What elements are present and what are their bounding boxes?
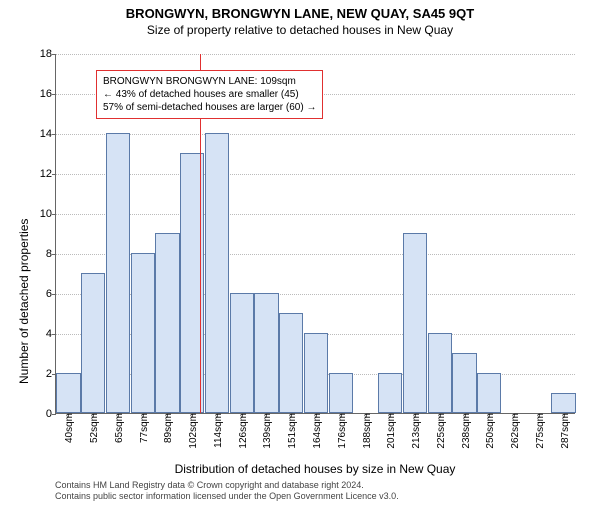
bar: [279, 313, 303, 413]
bar: [477, 373, 501, 413]
y-tick-mark: [52, 174, 56, 175]
chart-area: 02468101214161840sqm52sqm65sqm77sqm89sqm…: [55, 54, 575, 414]
bar: [230, 293, 254, 413]
bar: [428, 333, 452, 413]
plot-region: 02468101214161840sqm52sqm65sqm77sqm89sqm…: [55, 54, 575, 414]
x-tick-label: 287sqm: [560, 413, 571, 449]
grid-line: [56, 134, 575, 135]
x-tick-label: 238sqm: [461, 413, 472, 449]
bar: [56, 373, 80, 413]
y-tick-mark: [52, 334, 56, 335]
y-tick-mark: [52, 54, 56, 55]
y-tick-label: 12: [40, 168, 52, 180]
grid-line: [56, 174, 575, 175]
info-box-line: 57% of semi-detached houses are larger (…: [103, 101, 316, 114]
y-tick-label: 18: [40, 48, 52, 60]
y-tick-label: 14: [40, 128, 52, 140]
x-tick-label: 77sqm: [139, 413, 150, 443]
x-tick-label: 114sqm: [213, 413, 224, 448]
footer-line: Contains HM Land Registry data © Crown c…: [55, 480, 399, 491]
y-tick-mark: [52, 94, 56, 95]
y-axis-label: Number of detached properties: [17, 219, 31, 384]
bar: [378, 373, 402, 413]
x-tick-label: 262sqm: [510, 413, 521, 449]
x-tick-label: 213sqm: [411, 413, 422, 449]
x-tick-label: 89sqm: [163, 413, 174, 443]
x-tick-label: 275sqm: [535, 413, 546, 449]
y-tick-label: 16: [40, 88, 52, 100]
info-box-line: BRONGWYN BRONGWYN LANE: 109sqm: [103, 75, 316, 88]
x-tick-label: 126sqm: [238, 413, 249, 449]
x-tick-label: 40sqm: [64, 413, 75, 443]
y-tick-mark: [52, 134, 56, 135]
grid-line: [56, 214, 575, 215]
x-tick-label: 250sqm: [485, 413, 496, 449]
bar: [452, 353, 476, 413]
bar: [81, 273, 105, 413]
x-tick-label: 176sqm: [337, 413, 348, 449]
x-tick-label: 164sqm: [312, 413, 323, 449]
chart-title: BRONGWYN, BRONGWYN LANE, NEW QUAY, SA45 …: [0, 6, 600, 21]
x-tick-label: 65sqm: [114, 413, 125, 443]
bar: [155, 233, 179, 413]
x-tick-label: 188sqm: [362, 413, 373, 449]
x-tick-label: 201sqm: [386, 413, 397, 449]
info-box-line: ← 43% of detached houses are smaller (45…: [103, 88, 316, 101]
y-tick-label: 10: [40, 208, 52, 220]
grid-line: [56, 54, 575, 55]
footer-attribution: Contains HM Land Registry data © Crown c…: [55, 480, 399, 502]
bar: [106, 133, 130, 413]
footer-line: Contains public sector information licen…: [55, 491, 399, 502]
bar: [131, 253, 155, 413]
bar: [551, 393, 575, 413]
x-tick-label: 52sqm: [89, 413, 100, 443]
x-tick-label: 151sqm: [287, 413, 298, 449]
x-tick-label: 102sqm: [188, 413, 199, 449]
bar: [329, 373, 353, 413]
x-tick-label: 139sqm: [262, 413, 273, 449]
bar: [304, 333, 328, 413]
x-axis-label: Distribution of detached houses by size …: [55, 462, 575, 476]
chart-subtitle: Size of property relative to detached ho…: [0, 23, 600, 37]
y-tick-mark: [52, 414, 56, 415]
y-tick-mark: [52, 214, 56, 215]
y-tick-mark: [52, 294, 56, 295]
x-tick-label: 225sqm: [436, 413, 447, 449]
info-box: BRONGWYN BRONGWYN LANE: 109sqm← 43% of d…: [96, 70, 323, 119]
bar: [205, 133, 229, 413]
bar: [403, 233, 427, 413]
bar: [254, 293, 278, 413]
y-tick-mark: [52, 254, 56, 255]
